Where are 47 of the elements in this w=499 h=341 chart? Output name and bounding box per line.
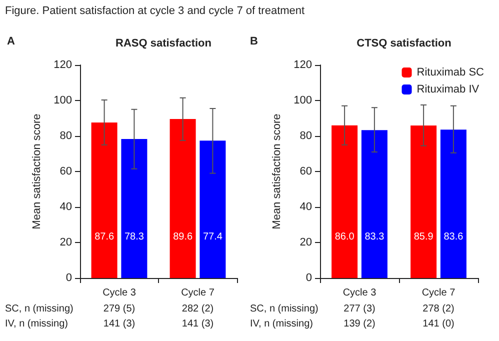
- text: 141 (3): [182, 318, 214, 330]
- text: IV, n (missing): [250, 318, 313, 330]
- y-tick-label: 20: [60, 236, 72, 248]
- y-tick-label: 0: [306, 272, 312, 284]
- x-tick-label: Cycle 3: [102, 288, 136, 298]
- text: 278 (2): [422, 304, 454, 314]
- y-tick-label: 100: [294, 94, 312, 106]
- y-tick-label: 0: [66, 272, 72, 284]
- y-tick-label: 60: [300, 166, 312, 178]
- text: Figure. Patient satisfaction at cycle 3 and cycle 7 of treatment: [5, 5, 305, 17]
- data-label: 89.6: [173, 232, 193, 242]
- y-tick-label: 120: [54, 59, 72, 71]
- text: 141 (0): [422, 318, 454, 330]
- y-axis-title: Mean satisfaction score: [31, 114, 44, 230]
- data-label: 86.0: [334, 232, 355, 242]
- y-tick-label: 20: [300, 236, 312, 248]
- x-tick-label: Cycle 7: [422, 288, 456, 298]
- data-label: 77.4: [202, 232, 223, 242]
- chart-title: RASQ satisfaction: [116, 38, 212, 50]
- y-axis-title: Mean satisfaction score: [271, 114, 284, 230]
- text: 139 (2): [344, 318, 376, 330]
- legend-label: Rituximab SC: [416, 66, 484, 78]
- text: 141 (3): [103, 318, 136, 330]
- text: SC, n (missing): [250, 304, 318, 314]
- y-tick-label: 80: [300, 130, 312, 142]
- y-tick-label: 80: [60, 130, 72, 142]
- text: 279 (5): [103, 304, 136, 314]
- data-label: 87.6: [94, 232, 114, 242]
- x-tick-label: Cycle 7: [181, 288, 215, 298]
- y-tick-label: 60: [60, 166, 72, 178]
- data-label: 85.9: [414, 232, 434, 242]
- text: IV, n (missing): [5, 318, 68, 330]
- data-label: 83.6: [444, 232, 464, 242]
- text: B: [250, 36, 258, 48]
- y-tick-label: 40: [300, 201, 312, 213]
- chart-title: CTSQ satisfaction: [356, 38, 452, 50]
- y-tick-label: 100: [54, 94, 72, 106]
- text: SC, n (missing): [5, 304, 74, 314]
- data-label: 83.3: [364, 232, 385, 242]
- text: 277 (3): [344, 304, 376, 314]
- legend-label: Rituximab IV: [416, 84, 480, 96]
- x-tick-label: Cycle 3: [342, 288, 377, 298]
- y-tick-label: 40: [60, 201, 72, 213]
- y-tick-label: 120: [294, 59, 312, 71]
- data-label: 78.3: [124, 232, 144, 242]
- text: A: [7, 36, 15, 48]
- text: 282 (2): [182, 304, 214, 314]
